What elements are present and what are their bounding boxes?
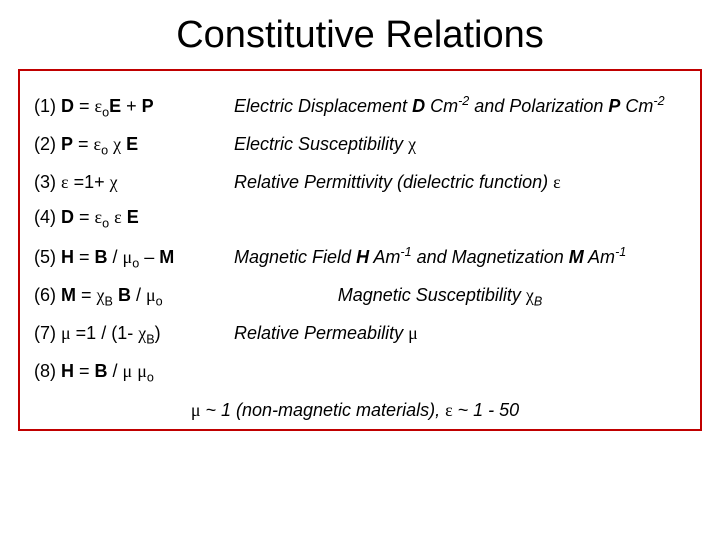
relation-rhs: Relative Permittivity (dielectric functi… bbox=[234, 171, 686, 194]
relation-lhs: (4) D = εo ε E bbox=[34, 206, 234, 232]
relation-row: (3) ε =1+ χ Relative Permittivity (diele… bbox=[34, 171, 686, 194]
relation-row: (6) M = χB B / μo Magnetic Susceptibilit… bbox=[34, 284, 686, 310]
slide: Constitutive Relations (1) D = εoE + P E… bbox=[0, 0, 720, 540]
relation-row: (5) H = B / μo – M Magnetic Field H Am-1… bbox=[34, 244, 686, 272]
relation-lhs: (3) ε =1+ χ bbox=[34, 171, 234, 194]
relation-lhs: (2) P = εo χ E bbox=[34, 133, 234, 159]
slide-title: Constitutive Relations bbox=[18, 14, 702, 57]
relation-row: (8) H = B / μ μo bbox=[34, 360, 686, 386]
relation-rhs: Magnetic Field H Am-1 and Magnetization … bbox=[234, 244, 686, 269]
relation-lhs: (8) H = B / μ μo bbox=[34, 360, 234, 386]
relation-row: (4) D = εo ε E bbox=[34, 206, 686, 232]
footnote: μ ~ 1 (non-magnetic materials), ε ~ 1 - … bbox=[34, 400, 686, 421]
relation-row: (1) D = εoE + P Electric Displacement D … bbox=[34, 93, 686, 121]
relation-lhs: (6) M = χB B / μo bbox=[34, 284, 234, 310]
relation-rhs: Magnetic Susceptibility χB bbox=[234, 284, 686, 310]
relation-row: (7) μ =1 / (1- χB) Relative Permeability… bbox=[34, 322, 686, 348]
relation-lhs: (5) H = B / μo – M bbox=[34, 246, 234, 272]
relation-row: (2) P = εo χ E Electric Susceptibility χ bbox=[34, 133, 686, 159]
relation-lhs: (1) D = εoE + P bbox=[34, 95, 234, 121]
relation-rhs: Relative Permeability μ bbox=[234, 322, 686, 345]
relation-lhs: (7) μ =1 / (1- χB) bbox=[34, 322, 234, 348]
relations-box: (1) D = εoE + P Electric Displacement D … bbox=[18, 69, 702, 431]
relation-rhs: Electric Displacement D Cm-2 and Polariz… bbox=[234, 93, 686, 118]
relation-rhs: Electric Susceptibility χ bbox=[234, 133, 686, 156]
